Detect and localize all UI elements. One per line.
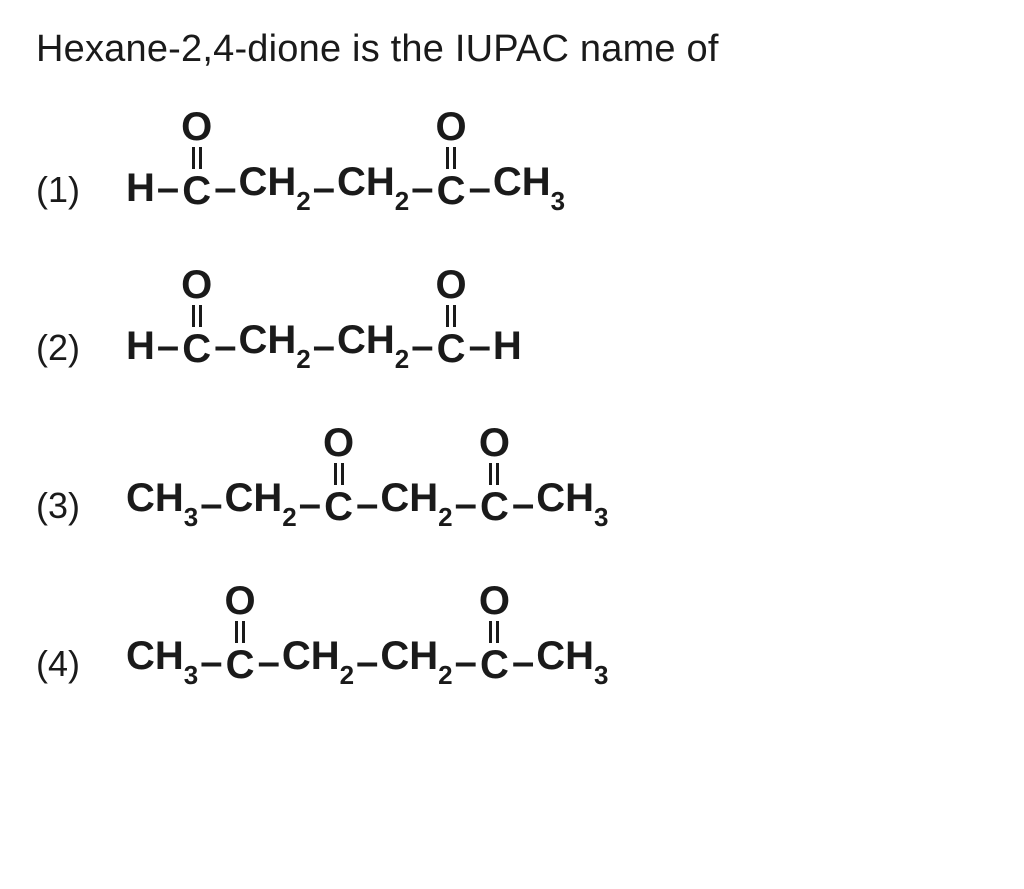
- bond: –: [297, 482, 323, 537]
- option-2[interactable]: (2) H – O C – CH2 – CH2 – O C –: [36, 265, 988, 379]
- bond: –: [453, 482, 479, 537]
- option-2-label: (2): [36, 327, 108, 379]
- bond: –: [510, 640, 536, 695]
- bond: –: [467, 166, 493, 221]
- atom-ch3: CH3: [536, 634, 608, 695]
- atom-c: C: [480, 645, 509, 695]
- atom-h: H: [126, 324, 155, 379]
- atom-ch2: CH2: [337, 160, 409, 221]
- carbonyl-group: O C: [181, 265, 212, 379]
- double-bond-icon: [191, 147, 203, 169]
- bond: –: [467, 324, 493, 379]
- carbonyl-group: O C: [479, 423, 510, 537]
- double-bond-icon: [488, 621, 500, 643]
- atom-o: O: [181, 265, 212, 305]
- double-bond-icon: [234, 621, 246, 643]
- bond: –: [198, 482, 224, 537]
- bond: –: [198, 640, 224, 695]
- atom-ch2: CH2: [239, 160, 311, 221]
- bond: –: [510, 482, 536, 537]
- atom-ch3: CH3: [126, 634, 198, 695]
- atom-o: O: [323, 423, 354, 463]
- atom-ch2: CH2: [380, 634, 452, 695]
- carbonyl-group: O C: [436, 265, 467, 379]
- option-3-label: (3): [36, 485, 108, 537]
- atom-c: C: [182, 329, 211, 379]
- atom-o: O: [479, 581, 510, 621]
- atom-ch2: CH2: [239, 318, 311, 379]
- atom-c: C: [226, 645, 255, 695]
- option-3[interactable]: (3) CH3 – CH2 – O C – CH2 – O C: [36, 423, 988, 537]
- atom-c: C: [437, 171, 466, 221]
- atom-o: O: [225, 581, 256, 621]
- bond: –: [311, 166, 337, 221]
- carbonyl-group: O C: [225, 581, 256, 695]
- options-list: (1) H – O C – CH2 – CH2 – O C –: [36, 107, 988, 695]
- double-bond-icon: [333, 463, 345, 485]
- double-bond-icon: [445, 147, 457, 169]
- atom-h: H: [126, 166, 155, 221]
- carbonyl-group: O C: [323, 423, 354, 537]
- atom-o: O: [436, 265, 467, 305]
- atom-c: C: [437, 329, 466, 379]
- question-text: Hexane-2,4-dione is the IUPAC name of: [36, 28, 988, 71]
- option-4-structure: CH3 – O C – CH2 – CH2 – O C – CH3: [126, 581, 609, 695]
- atom-ch2: CH2: [380, 476, 452, 537]
- option-2-structure: H – O C – CH2 – CH2 – O C – H: [126, 265, 522, 379]
- atom-ch3: CH3: [126, 476, 198, 537]
- option-4-label: (4): [36, 643, 108, 695]
- bond: –: [155, 324, 181, 379]
- carbonyl-group: O C: [479, 581, 510, 695]
- atom-c: C: [480, 487, 509, 537]
- atom-ch2: CH2: [282, 634, 354, 695]
- bond: –: [256, 640, 282, 695]
- double-bond-icon: [488, 463, 500, 485]
- page-root: Hexane-2,4-dione is the IUPAC name of (1…: [0, 0, 1024, 723]
- bond: –: [354, 482, 380, 537]
- double-bond-icon: [445, 305, 457, 327]
- atom-c: C: [324, 487, 353, 537]
- atom-o: O: [436, 107, 467, 147]
- bond: –: [354, 640, 380, 695]
- atom-o: O: [181, 107, 212, 147]
- atom-ch3: CH3: [493, 160, 565, 221]
- option-3-structure: CH3 – CH2 – O C – CH2 – O C – CH3: [126, 423, 609, 537]
- atom-ch2: CH2: [225, 476, 297, 537]
- option-1[interactable]: (1) H – O C – CH2 – CH2 – O C –: [36, 107, 988, 221]
- carbonyl-group: O C: [436, 107, 467, 221]
- carbonyl-group: O C: [181, 107, 212, 221]
- bond: –: [409, 324, 435, 379]
- bond: –: [453, 640, 479, 695]
- option-1-structure: H – O C – CH2 – CH2 – O C – CH3: [126, 107, 565, 221]
- atom-c: C: [182, 171, 211, 221]
- option-4[interactable]: (4) CH3 – O C – CH2 – CH2 – O C: [36, 581, 988, 695]
- bond: –: [311, 324, 337, 379]
- double-bond-icon: [191, 305, 203, 327]
- bond: –: [212, 166, 238, 221]
- option-1-label: (1): [36, 169, 108, 221]
- bond: –: [409, 166, 435, 221]
- atom-ch2: CH2: [337, 318, 409, 379]
- bond: –: [212, 324, 238, 379]
- atom-h: H: [493, 324, 522, 379]
- bond: –: [155, 166, 181, 221]
- atom-o: O: [479, 423, 510, 463]
- atom-ch3: CH3: [536, 476, 608, 537]
